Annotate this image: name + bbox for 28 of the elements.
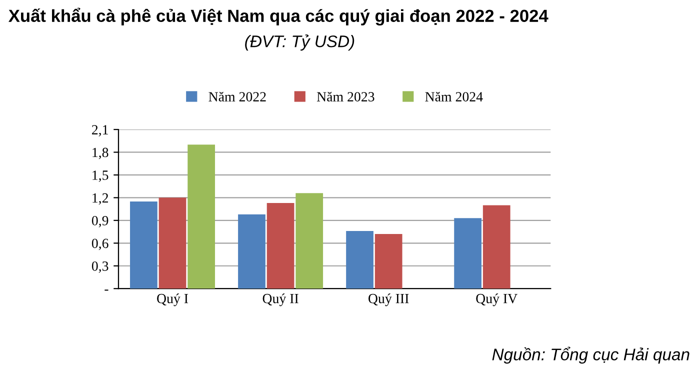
legend-label: Năm 2022	[208, 92, 266, 102]
y-tick-label: 1,5	[92, 170, 108, 182]
bar	[346, 231, 374, 289]
bar	[482, 205, 510, 289]
bar	[454, 218, 482, 289]
y-tick-label: 1,2	[92, 193, 108, 205]
chart-title: Xuất khẩu cà phê của Việt Nam qua các quý giai đoạn 2022 - 2024	[8, 8, 548, 26]
x-tick-label: Quý III	[368, 293, 409, 306]
bar	[158, 198, 186, 289]
y-tick-label: 2,1	[92, 125, 108, 136]
y-tick-label: 0,3	[92, 261, 108, 273]
x-tick-label: Quý IV	[476, 293, 518, 306]
bar	[296, 193, 324, 289]
bar	[130, 201, 158, 289]
chart-subtitle: (ĐVT: Tỷ USD)	[245, 34, 354, 51]
legend-label: Năm 2023	[316, 92, 374, 102]
bar	[266, 202, 294, 289]
bar	[374, 234, 402, 289]
x-tick-label: Quý I	[157, 293, 188, 306]
bar	[188, 144, 215, 289]
legend-label: Năm 2024	[425, 92, 483, 102]
x-tick-label: Quý II	[262, 293, 298, 306]
y-tick-label: -	[104, 290, 108, 291]
y-tick-label: 0,6	[92, 238, 108, 250]
y-tick-label: 0,9	[92, 216, 108, 228]
text: Nguồn: Tổng cục Hải quan	[492, 346, 690, 364]
bar	[238, 214, 266, 289]
y-tick-label: 1,8	[92, 148, 108, 160]
